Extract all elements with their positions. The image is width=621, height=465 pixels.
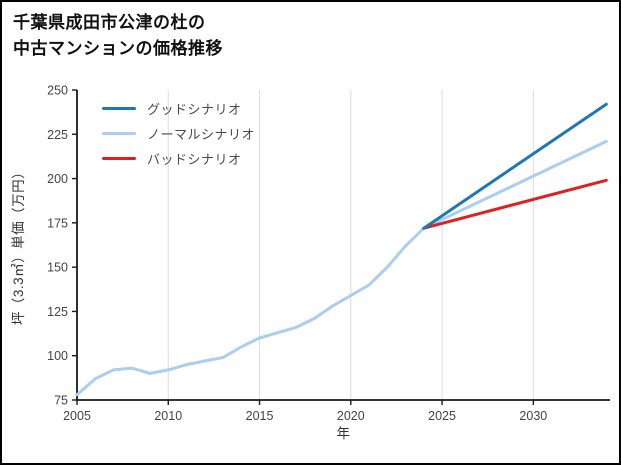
y-axis-label: 坪（3.3㎡）単価（万円） xyxy=(11,165,26,325)
x-tick-label: 2015 xyxy=(246,409,274,423)
legend-item-bad-scenario: バッドシナリオ xyxy=(102,146,255,171)
chart-legend: グッドシナリオ ノーマルシナリオ バッドシナリオ xyxy=(102,96,255,171)
y-tick-label: 125 xyxy=(47,305,68,319)
y-tick-label: 175 xyxy=(47,216,68,230)
x-tick-label: 2005 xyxy=(63,409,91,423)
good-scenario-line-swatch xyxy=(102,107,136,110)
legend-label-normal-scenario: ノーマルシナリオ xyxy=(147,127,256,142)
y-tick-label: 200 xyxy=(47,172,68,186)
chart-title-line1: 千葉県成田市公津の杜の xyxy=(13,13,206,32)
legend-label-bad-scenario: バッドシナリオ xyxy=(147,152,242,167)
x-axis-label: 年 xyxy=(337,426,351,441)
y-tick-label: 100 xyxy=(47,349,68,363)
chart-title: 千葉県成田市公津の杜の 中古マンションの価格推移 xyxy=(13,10,223,61)
legend-label-good-scenario: グッドシナリオ xyxy=(147,102,242,117)
series-line-good xyxy=(422,102,608,230)
bad-scenario-line-swatch xyxy=(102,157,136,160)
chart-title-line2: 中古マンションの価格推移 xyxy=(13,38,223,58)
y-tick-label: 75 xyxy=(54,394,68,408)
y-tick-label: 150 xyxy=(47,261,68,275)
x-tick-label: 2020 xyxy=(337,409,365,423)
series-line-normal xyxy=(75,139,608,397)
x-tick-label: 2010 xyxy=(154,409,182,423)
x-tick-label: 2025 xyxy=(428,409,456,423)
legend-item-normal-scenario: ノーマルシナリオ xyxy=(102,121,255,146)
series-line-bad xyxy=(422,178,608,230)
y-tick-label: 225 xyxy=(47,128,68,142)
y-tick-label: 250 xyxy=(47,84,68,98)
normal-scenario-line-swatch xyxy=(102,132,136,135)
legend-item-good-scenario: グッドシナリオ xyxy=(102,96,255,121)
x-tick-label: 2030 xyxy=(519,409,547,423)
